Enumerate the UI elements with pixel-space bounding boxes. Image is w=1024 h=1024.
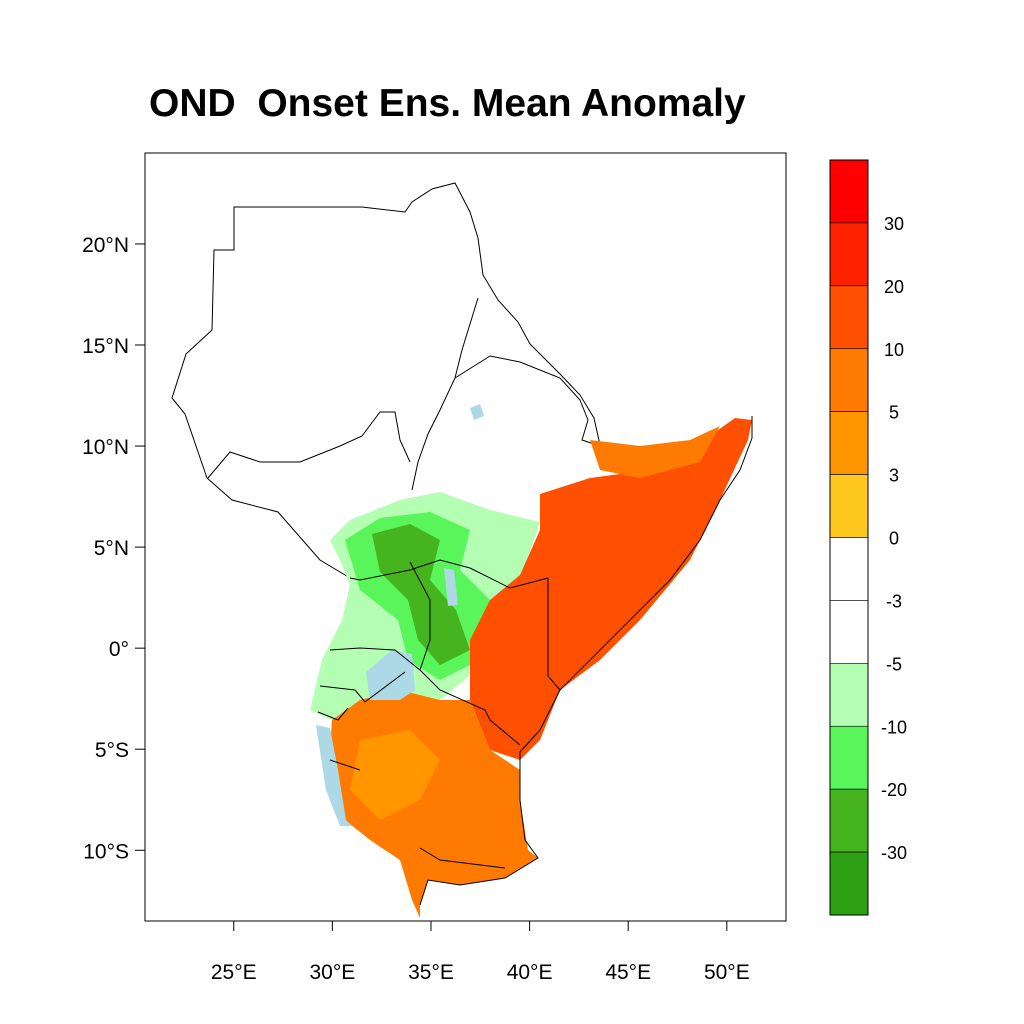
lat-tick-label: 5°S (95, 739, 129, 762)
anomaly-horn-orange-north (590, 426, 720, 478)
lake-turkana (444, 568, 458, 606)
lon-tick-label: 45°E (605, 961, 651, 984)
lat-tick-label: 5°N (94, 537, 129, 560)
colorbar-label: 20 (884, 277, 904, 297)
map-title: OND Onset Ens. Mean Anomaly (149, 82, 746, 125)
border-east-africa (317, 559, 561, 869)
lat-tick-label: 15°N (82, 335, 129, 358)
lat-tick-label: 10°N (82, 436, 129, 459)
colorbar-swatch (829, 537, 869, 601)
colorbar-swatch (829, 600, 869, 664)
anomaly-dark-green (372, 524, 470, 665)
map-panel (171, 182, 753, 918)
border-sudan-ethiopia (207, 297, 601, 491)
map-frame (144, 152, 787, 922)
colorbar-label: 0 (889, 529, 899, 549)
lat-tick-label: 0° (109, 638, 129, 661)
lat-tick-label: 10°S (83, 840, 129, 863)
colorbar-swatch (829, 222, 869, 287)
lat-tick-label: 20°N (82, 234, 129, 257)
colorbar-swatch (829, 159, 869, 224)
latitude-axis: 20°N 15°N 10°N 5°N 0° 5°S 10°S (82, 234, 145, 863)
lake-tanganyika (316, 725, 352, 826)
colorbar-label: 10 (884, 340, 904, 360)
colorbar-swatch (829, 851, 869, 916)
colorbar-label: -3 (886, 591, 902, 611)
colorbar-label: 3 (889, 466, 899, 486)
colorbar-label: 30 (884, 214, 904, 234)
lake-victoria (366, 650, 415, 700)
lon-tick-label: 25°E (211, 961, 257, 984)
lon-tick-label: 50°E (704, 961, 750, 984)
colorbar-label: -10 (881, 717, 907, 737)
colorbar-swatch (829, 663, 869, 727)
colorbar-swatch (829, 725, 869, 790)
colorbar-swatch (829, 348, 869, 412)
colorbar-swatch (829, 788, 869, 853)
colorbar-swatch (829, 411, 869, 475)
anomaly-tanzania-light (350, 730, 440, 820)
colorbar-label: -20 (881, 780, 907, 800)
longitude-axis: 25°E 30°E 35°E 40°E 45°E 50°E (211, 921, 750, 984)
lon-tick-label: 35°E (408, 961, 454, 984)
lon-tick-label: 40°E (507, 961, 553, 984)
colorbar-swatch (829, 285, 869, 350)
lon-tick-label: 30°E (309, 961, 355, 984)
colorbar-label: -30 (881, 843, 907, 863)
anomaly-horn-red (470, 418, 752, 760)
colorbar-label: -5 (886, 654, 902, 674)
colorbar-frame (829, 159, 869, 916)
lake-tana (470, 404, 484, 420)
colorbar-swatch (829, 474, 869, 538)
colorbar-label: 5 (889, 403, 899, 423)
coastline-east (419, 416, 753, 906)
